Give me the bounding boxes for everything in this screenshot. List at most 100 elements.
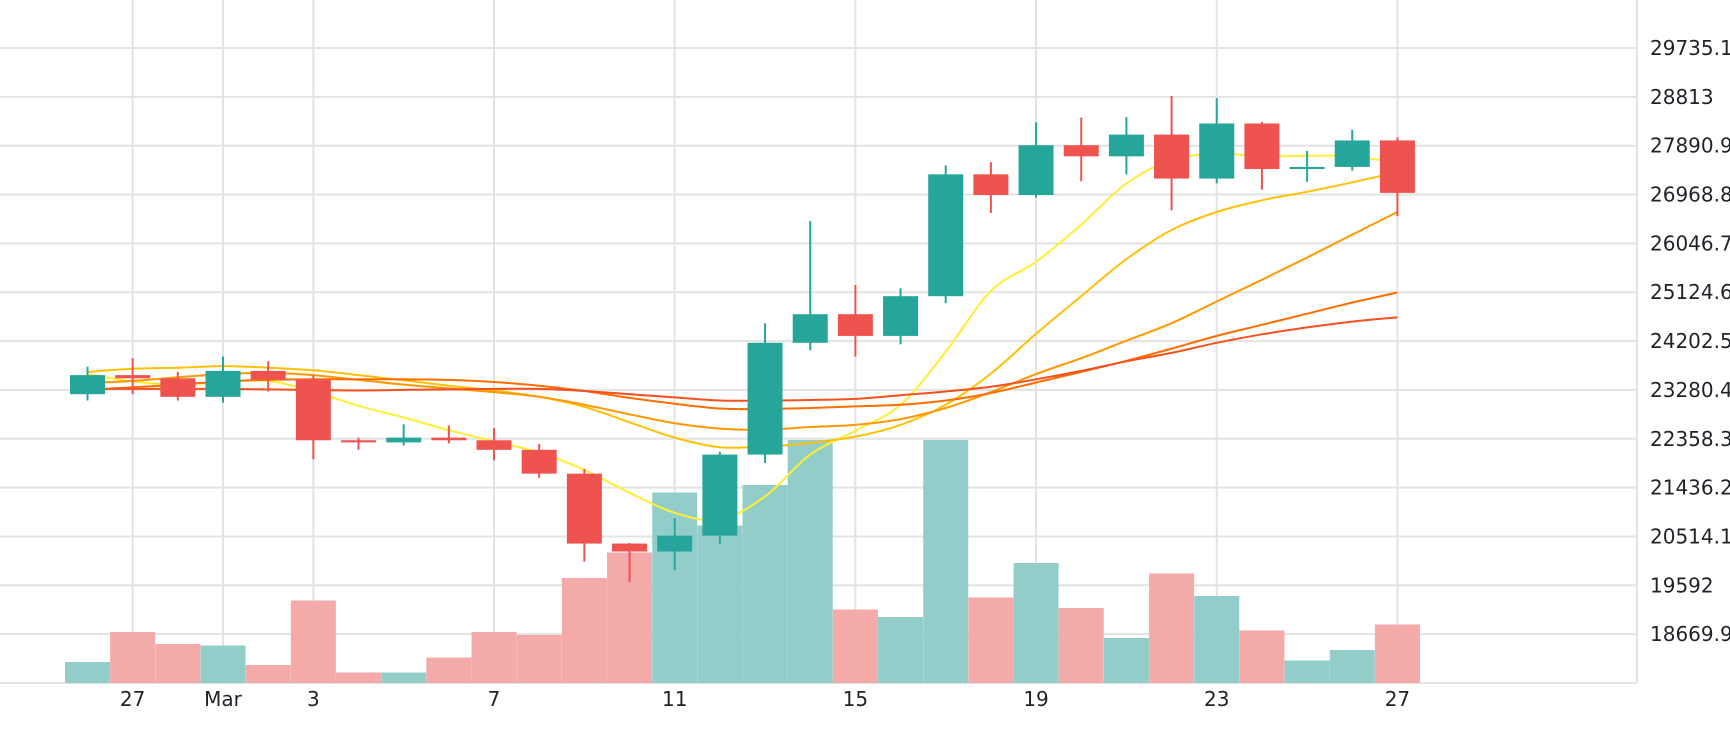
volume-bar (516, 635, 562, 683)
candle (295, 375, 331, 460)
volume-bar (426, 657, 472, 683)
candle-body (341, 440, 377, 443)
candle (431, 425, 467, 444)
candle-body (115, 375, 151, 379)
ma20-line (87, 211, 1398, 431)
candle-body (566, 473, 602, 544)
candle (928, 165, 964, 304)
volume-bar (968, 597, 1014, 683)
volume-bar (1058, 608, 1104, 683)
candles (69, 95, 1415, 583)
candle-body (431, 437, 467, 441)
candle (973, 162, 1009, 214)
candle-body (250, 370, 286, 380)
volume-bar (1013, 563, 1059, 683)
candle-body (973, 174, 1009, 196)
x-tick-label: Mar (204, 687, 243, 711)
y-tick-label: 22358.3 (1650, 427, 1730, 451)
candle (1334, 129, 1370, 171)
candle (205, 356, 241, 403)
candle-body (1199, 123, 1235, 179)
volume-bar (200, 645, 246, 683)
volume-bar (245, 665, 291, 683)
volume-bar (381, 672, 427, 683)
volume-bar (1149, 573, 1195, 683)
volume-bar (1374, 624, 1420, 683)
y-tick-label: 24202.5 (1650, 329, 1730, 353)
candle (250, 361, 286, 392)
x-tick-label: 7 (488, 687, 501, 711)
y-tick-label: 25124.6 (1650, 280, 1730, 304)
candle (747, 323, 783, 464)
candle (1108, 117, 1144, 175)
volume-bar (64, 662, 110, 683)
volume-bar (1329, 650, 1375, 683)
candle (1063, 117, 1099, 182)
y-tick-label: 21436.2 (1650, 476, 1730, 500)
candle (612, 543, 648, 583)
candle-body (160, 378, 196, 397)
candle-body (928, 174, 964, 297)
y-tick-label: 26046.7 (1650, 231, 1730, 255)
candle-body (1289, 166, 1325, 170)
candle-body (702, 454, 738, 536)
candle (341, 437, 377, 450)
candle (69, 366, 105, 401)
volume-bar (742, 485, 788, 683)
volume-bars (64, 440, 1420, 683)
candle-body (205, 370, 241, 397)
volume-bar (1239, 630, 1285, 683)
y-tick-label: 18669.9 (1650, 622, 1730, 646)
y-tick-label: 23280.4 (1650, 378, 1730, 402)
candle-body (837, 314, 873, 336)
ma5-line (87, 152, 1398, 522)
moving-average-lines (87, 152, 1398, 522)
volume-bar (923, 440, 969, 683)
volume-bar (832, 609, 878, 683)
candle (657, 518, 693, 571)
volume-bar (1284, 660, 1330, 683)
ma10-line (87, 171, 1398, 449)
candle-body (1244, 123, 1280, 170)
candle (837, 285, 873, 357)
candle (566, 468, 602, 562)
candle (160, 371, 196, 401)
y-axis: 29735.1 28813 27890.9 26968.8 26046.7 25124.6… (1650, 36, 1730, 646)
x-tick-label: 3 (307, 687, 320, 711)
candle-body (612, 543, 648, 552)
candle-body (747, 342, 783, 455)
candle-body (1334, 140, 1370, 167)
volume-bar (110, 632, 156, 683)
candle-body (295, 379, 331, 441)
volume-bar (878, 617, 924, 683)
y-tick-label: 28813 (1650, 85, 1714, 109)
x-tick-label: 15 (843, 687, 868, 711)
x-axis: 27 Mar 3 7 11 15 19 23 27 (120, 687, 1410, 711)
candle-body (69, 375, 105, 395)
candle (386, 424, 422, 446)
candle-body (1108, 134, 1144, 157)
candle (1289, 151, 1325, 182)
volume-bar (336, 672, 382, 683)
candle (1018, 122, 1054, 198)
candle (1379, 137, 1415, 217)
candle (1199, 98, 1235, 184)
volume-bar (1194, 596, 1240, 683)
y-tick-label: 29735.1 (1650, 36, 1730, 60)
candle-body (1018, 145, 1054, 196)
volume-bar (787, 440, 833, 683)
candle (702, 451, 738, 544)
y-tick-label: 19592 (1650, 573, 1714, 597)
candle-body (1379, 140, 1415, 193)
candle-body (1154, 134, 1190, 179)
y-tick-label: 27890.9 (1650, 134, 1730, 158)
candle (792, 220, 828, 351)
x-tick-label: 23 (1204, 687, 1229, 711)
y-tick-label: 20514.1 (1650, 524, 1730, 548)
volume-bar (1103, 638, 1149, 683)
candle-body (792, 314, 828, 343)
candle (521, 443, 557, 478)
candle (1154, 95, 1190, 211)
